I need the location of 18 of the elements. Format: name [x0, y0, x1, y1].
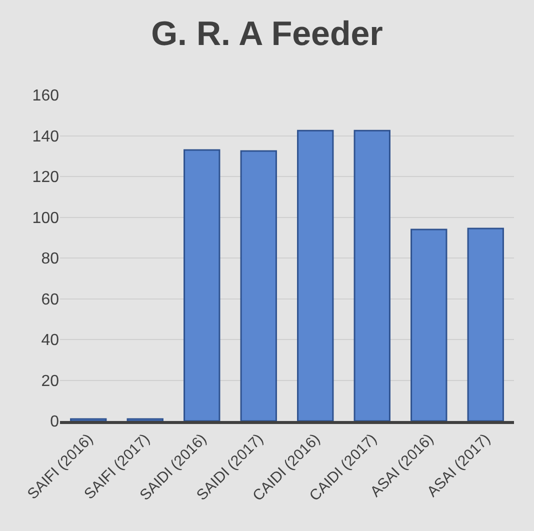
- y-tick-label: 60: [41, 291, 60, 308]
- y-tick-label: 20: [41, 372, 60, 390]
- y-tick-label: 0: [50, 414, 60, 431]
- y-tick-label: 40: [41, 332, 60, 350]
- bar: [70, 418, 107, 421]
- bar: [126, 418, 164, 421]
- bar: [297, 130, 334, 421]
- bar: [184, 149, 220, 421]
- bar: [410, 228, 448, 421]
- y-tick-label: 140: [32, 128, 60, 146]
- y-tick-label: 120: [32, 169, 60, 186]
- y-tick-label: 100: [32, 210, 60, 227]
- bar: [467, 228, 504, 421]
- bar: [354, 130, 390, 421]
- y-tick-label: 80: [41, 250, 60, 268]
- y-tick-label: 160: [32, 88, 60, 105]
- bar: [240, 150, 277, 421]
- chart-title: G. R. A Feeder: [151, 15, 383, 54]
